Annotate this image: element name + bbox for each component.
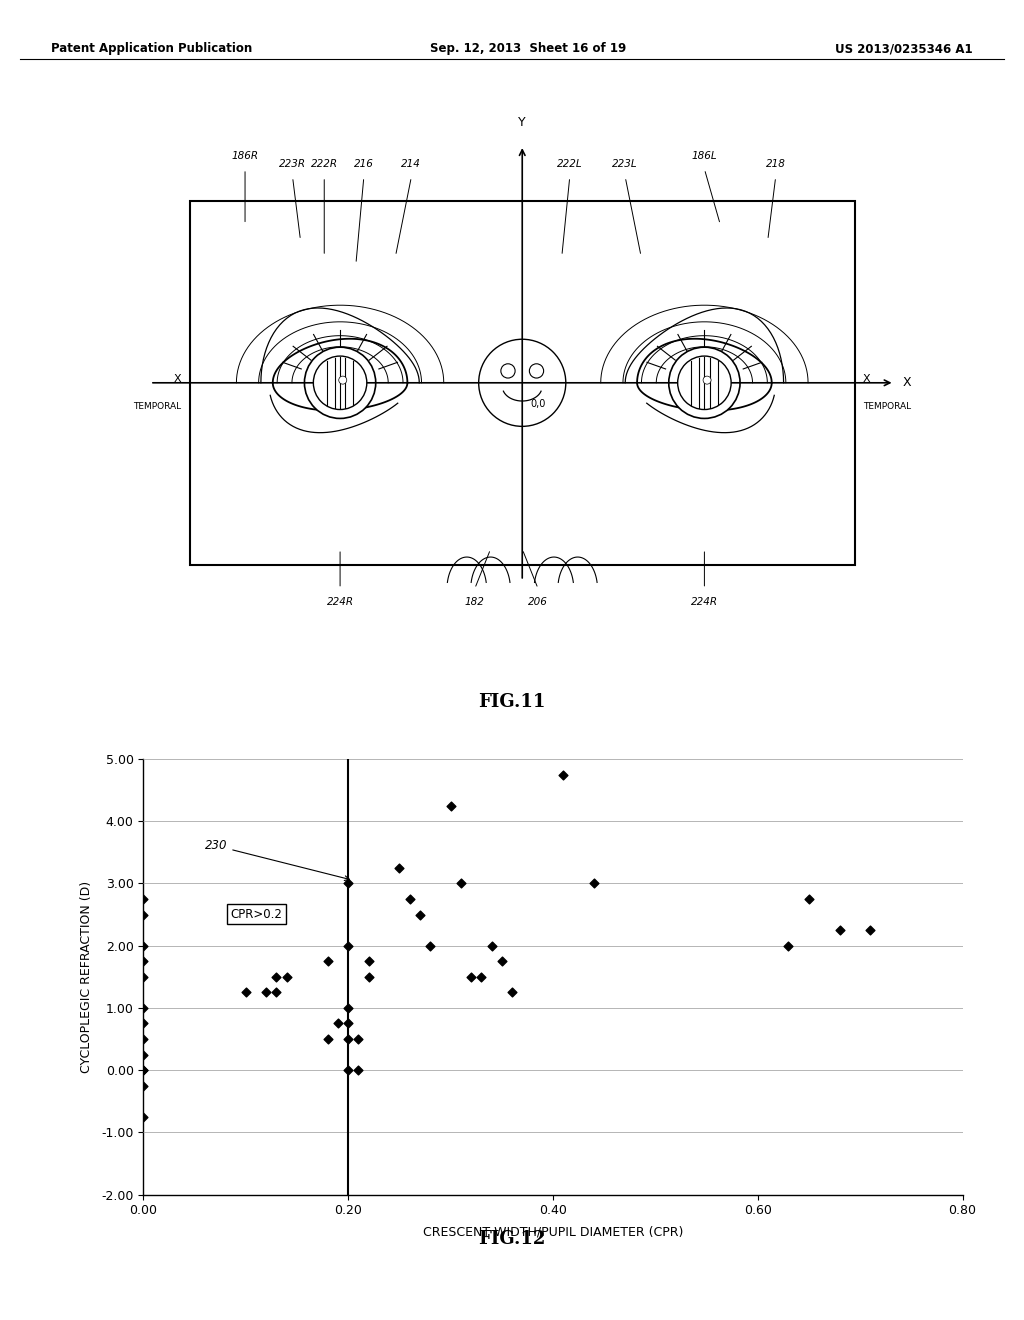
Text: FIG.12: FIG.12 [478, 1230, 546, 1249]
Point [401, 888, 418, 909]
Point [391, 858, 408, 879]
Point [135, 1012, 152, 1034]
Point [801, 888, 817, 909]
Point [862, 920, 879, 941]
Point [340, 998, 356, 1019]
Point [350, 1028, 367, 1049]
Circle shape [703, 376, 711, 384]
Point [319, 1028, 336, 1049]
Circle shape [678, 356, 731, 409]
Circle shape [669, 347, 740, 418]
Point [135, 966, 152, 987]
Y-axis label: CYCLOPLEGIC REFRACTION (D): CYCLOPLEGIC REFRACTION (D) [80, 880, 93, 1073]
Text: 186R: 186R [231, 150, 259, 161]
Circle shape [478, 339, 566, 426]
Text: Patent Application Publication: Patent Application Publication [51, 42, 253, 55]
Point [135, 1060, 152, 1081]
Point [360, 950, 377, 972]
Text: 186L: 186L [691, 150, 717, 161]
Circle shape [339, 376, 347, 384]
Point [473, 966, 489, 987]
Text: FIG.11: FIG.11 [478, 693, 546, 711]
Point [135, 1060, 152, 1081]
Text: 223L: 223L [612, 158, 638, 169]
X-axis label: CRESCENT WIDTH/PUPIL DIAMETER (CPR): CRESCENT WIDTH/PUPIL DIAMETER (CPR) [423, 1226, 683, 1238]
Circle shape [304, 347, 376, 418]
Text: TEMPORAL: TEMPORAL [133, 403, 181, 411]
Text: X: X [863, 374, 870, 384]
Point [135, 935, 152, 956]
Circle shape [529, 364, 544, 378]
Point [135, 888, 152, 909]
Point [279, 966, 295, 987]
Point [463, 966, 479, 987]
Point [340, 1060, 356, 1081]
Point [135, 998, 152, 1019]
Text: 0,0: 0,0 [530, 399, 546, 409]
Point [586, 873, 602, 894]
Text: 223R: 223R [279, 158, 306, 169]
Point [258, 982, 274, 1003]
Point [340, 873, 356, 894]
Text: 222L: 222L [557, 158, 583, 169]
Point [442, 795, 459, 816]
Point [555, 764, 571, 785]
Point [238, 982, 254, 1003]
Text: 218: 218 [766, 158, 785, 169]
Point [831, 920, 848, 941]
Text: 224R: 224R [327, 597, 353, 607]
Point [340, 1012, 356, 1034]
Text: Sep. 12, 2013  Sheet 16 of 19: Sep. 12, 2013 Sheet 16 of 19 [430, 42, 627, 55]
Text: 224R: 224R [691, 597, 718, 607]
Point [360, 966, 377, 987]
Point [268, 982, 285, 1003]
Point [268, 966, 285, 987]
Text: 206: 206 [528, 597, 548, 607]
Point [412, 904, 428, 925]
Point [494, 950, 510, 972]
Point [340, 1028, 356, 1049]
Point [330, 1012, 346, 1034]
Text: 216: 216 [354, 158, 374, 169]
Point [135, 1044, 152, 1065]
Text: TEMPORAL: TEMPORAL [863, 403, 911, 411]
Circle shape [501, 364, 515, 378]
Point [340, 935, 356, 956]
Point [453, 873, 469, 894]
Text: X: X [174, 374, 181, 384]
Circle shape [313, 356, 367, 409]
Point [135, 1028, 152, 1049]
Point [135, 950, 152, 972]
Point [780, 935, 797, 956]
Text: 182: 182 [465, 597, 484, 607]
Point [135, 1106, 152, 1127]
Text: 222R: 222R [310, 158, 338, 169]
Text: X: X [902, 376, 911, 389]
Point [135, 1074, 152, 1096]
Text: CPR>0.2: CPR>0.2 [230, 908, 283, 920]
Point [483, 935, 500, 956]
Point [422, 935, 438, 956]
Text: Y: Y [518, 116, 526, 129]
Bar [189, 201, 855, 565]
Text: US 2013/0235346 A1: US 2013/0235346 A1 [836, 42, 973, 55]
Point [319, 950, 336, 972]
Point [504, 982, 520, 1003]
Point [135, 904, 152, 925]
Text: 230: 230 [205, 840, 349, 880]
Text: 214: 214 [401, 158, 421, 169]
Point [350, 1060, 367, 1081]
